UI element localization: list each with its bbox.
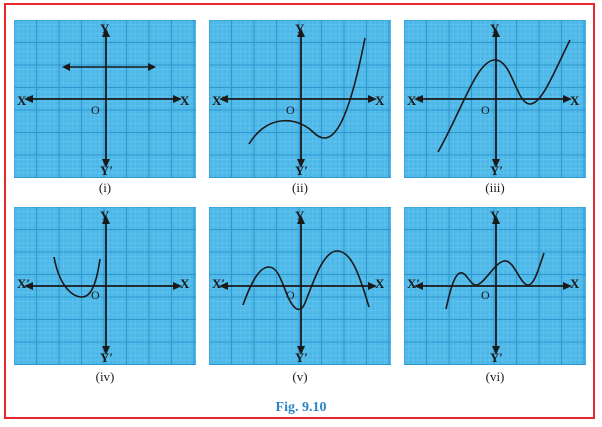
y-axis-label: Y (295, 21, 305, 36)
panel-iv: Y Y′ X′ X O (14, 207, 196, 365)
x-axis-arrow-right-icon (368, 282, 377, 290)
x-axis-arrow-left-icon (414, 282, 423, 290)
x-axis-arrow-left-icon (24, 282, 33, 290)
panel-v: Y Y′ X′ X O (209, 207, 391, 365)
origin-label: O (286, 288, 295, 302)
caption-i: (i) (98, 180, 112, 195)
y-neg-axis-label: Y′ (490, 350, 504, 365)
x-neg-axis-label: X′ (407, 276, 421, 291)
x-neg-axis-label: X′ (17, 276, 31, 291)
x-axis-arrow-right-icon (173, 95, 182, 103)
x-axis-arrow-left-icon (24, 95, 33, 103)
y-axis-arrow-down-icon (297, 159, 305, 168)
caption-iv: (iv) (95, 369, 115, 384)
y-axis-arrow-up-icon (492, 28, 500, 37)
x-axis-arrow-right-icon (563, 95, 572, 103)
graph-iii (404, 20, 586, 178)
y-axis-arrow-down-icon (492, 346, 500, 355)
graph-v (209, 207, 391, 365)
cubic-curve (248, 37, 366, 145)
y-axis-arrow-up-icon (492, 215, 500, 224)
parabola-curve (53, 256, 101, 298)
x-axis-arrow-right-icon (173, 282, 182, 290)
origin-label: O (481, 288, 490, 302)
y-axis-arrow-down-icon (492, 159, 500, 168)
y-neg-axis-label: Y′ (100, 350, 114, 365)
panel-vi: Y Y′ X′ X O (404, 207, 586, 365)
graph-i (14, 20, 196, 178)
y-axis-label: Y (490, 208, 500, 223)
wave-curve (437, 39, 571, 153)
x-neg-axis-label: X′ (407, 93, 421, 108)
caption-ii: (ii) (292, 180, 308, 195)
multi-turn-curve (445, 252, 545, 310)
y-axis-arrow-down-icon (102, 346, 110, 355)
x-axis-arrow-right-icon (563, 282, 572, 290)
origin-label: O (286, 103, 295, 117)
arrow-right-icon (148, 63, 156, 71)
panel-iii: Y Y′ X′ X O (404, 20, 586, 178)
y-axis-label: Y (490, 21, 500, 36)
y-axis-arrow-up-icon (297, 28, 305, 37)
y-axis-arrow-up-icon (102, 28, 110, 37)
y-axis-label: Y (100, 21, 110, 36)
x-neg-axis-label: X′ (212, 276, 226, 291)
x-neg-axis-label: X′ (17, 93, 31, 108)
y-neg-axis-label: Y′ (295, 350, 309, 365)
y-neg-axis-label: Y′ (490, 163, 504, 178)
x-axis-arrow-left-icon (219, 282, 228, 290)
x-neg-axis-label: X′ (212, 93, 226, 108)
y-neg-axis-label: Y′ (100, 163, 114, 178)
y-axis-label: Y (100, 208, 110, 223)
arrow-left-icon (62, 63, 70, 71)
x-axis-label: X (180, 93, 190, 108)
x-axis-label: X (570, 276, 580, 291)
graph-ii (209, 20, 391, 178)
caption-v: (v) (292, 369, 308, 384)
graph-vi (404, 207, 586, 365)
panel-ii: Y Y′ X′ X O (209, 20, 391, 178)
origin-label: O (91, 103, 100, 117)
x-axis-label: X (375, 93, 385, 108)
x-axis-arrow-right-icon (368, 95, 377, 103)
origin-label: O (481, 103, 490, 117)
graph-iv (14, 207, 196, 365)
origin-label: O (91, 288, 100, 302)
caption-vi: (vi) (485, 369, 505, 384)
x-axis-label: X (375, 276, 385, 291)
x-axis-arrow-left-icon (414, 95, 423, 103)
y-axis-arrow-up-icon (297, 215, 305, 224)
y-neg-axis-label: Y′ (295, 163, 309, 178)
caption-iii: (iii) (485, 180, 505, 195)
x-axis-arrow-left-icon (219, 95, 228, 103)
figure-label: Fig. 9.10 (275, 400, 327, 415)
x-axis-label: X (570, 93, 580, 108)
y-axis-arrow-down-icon (102, 159, 110, 168)
x-axis-label: X (180, 276, 190, 291)
figure-frame (4, 3, 595, 419)
panel-i: Y Y′ X′ X O (14, 20, 196, 178)
y-axis-arrow-up-icon (102, 215, 110, 224)
y-axis-label: Y (295, 208, 305, 223)
y-axis-arrow-down-icon (297, 346, 305, 355)
oscillating-curve (242, 250, 370, 311)
